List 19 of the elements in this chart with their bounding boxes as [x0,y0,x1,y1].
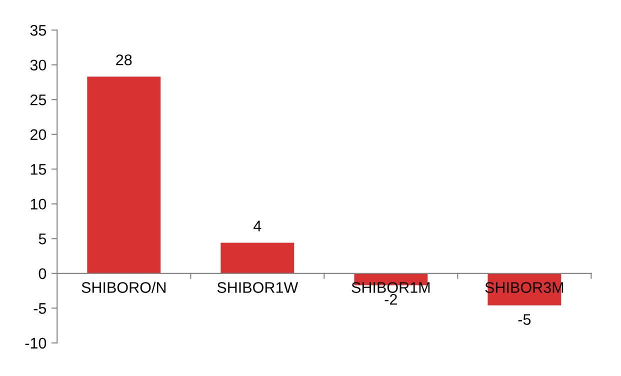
y-tick-label: 5 [38,234,46,244]
data-label: -5 [518,314,531,325]
y-tick-label: 25 [30,94,46,106]
y-tick-label: 30 [30,60,46,71]
x-tick-label: SHIBORO/N [82,282,166,293]
data-label: -2 [384,294,397,305]
y-tick-label: 15 [30,164,46,175]
y-tick-label: 20 [30,129,46,140]
bar [220,242,294,274]
data-label: 28 [116,54,132,66]
bar [87,76,161,274]
y-tick-label: 35 [30,24,46,36]
x-tick-label: SHIBOR1W [217,282,298,293]
y-tick-label: 10 [30,198,46,210]
y-tick-label: -10 [25,338,46,349]
data-label: 4 [254,220,262,232]
y-tick-label: 0 [38,268,46,280]
x-tick-label: SHIBOR1M [352,282,430,293]
y-tick-label: -5 [34,303,46,314]
